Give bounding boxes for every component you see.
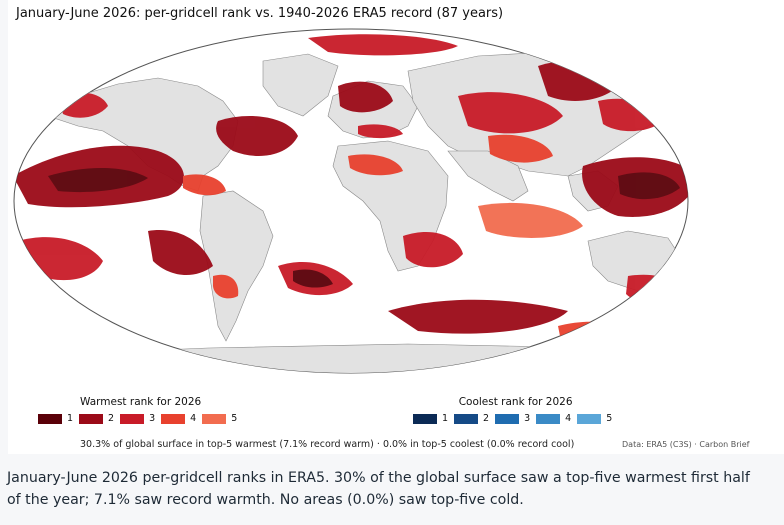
central-asia-warm-region: [458, 92, 563, 134]
warm-swatch-2: [79, 413, 104, 424]
indian-ocean-warm-region: [478, 202, 583, 238]
cool-legend-title: Coolest rank for 2026: [458, 396, 573, 408]
north-africa-warm-region: [348, 154, 403, 176]
cool-label-1: 1: [442, 413, 449, 424]
warm-swatch-5: [202, 413, 227, 424]
figure-panel: January-June 2026: per-gridcell rank vs.…: [8, 0, 784, 454]
warm-label-4: 4: [190, 413, 197, 424]
cool-swatch-5: [577, 413, 602, 424]
warm-label-5: 5: [231, 413, 238, 424]
warm-label-1: 1: [67, 413, 74, 424]
warm-rank-layer: [14, 34, 688, 341]
warm-swatch-4: [161, 413, 186, 424]
southern-ocean-east-warm-region: [558, 321, 628, 341]
cool-legend-item: 3: [495, 413, 530, 424]
east-asia-warm-region: [598, 98, 663, 132]
west-pacific-record-region: [618, 172, 680, 200]
north-pacific-record-region: [48, 167, 148, 193]
south-asia-warm-region: [488, 134, 553, 163]
data-credit: Data: ERA5 (C3S) · Carbon Brief: [622, 440, 750, 449]
cool-swatch-1: [413, 413, 437, 424]
cool-legend-item: 4: [536, 413, 571, 424]
gulf-warm-region: [183, 174, 226, 196]
cool-label-3: 3: [524, 413, 531, 424]
cool-swatch-2: [454, 413, 479, 424]
figure-caption: January-June 2026 per-gridcell ranks in …: [7, 470, 750, 508]
warm-legend-item: 2: [79, 413, 114, 424]
warm-legend-item: 5: [202, 413, 237, 424]
cool-legend: Coolest rank for 2026 1 2 3 4 5: [413, 396, 618, 424]
warm-legend-item: 3: [120, 413, 155, 424]
world-map: [13, 28, 689, 374]
europe-warm-region: [338, 81, 393, 113]
cool-legend-item: 1: [413, 413, 448, 424]
cool-label-4: 4: [565, 413, 572, 424]
southeast-pacific-warm-region: [148, 230, 213, 276]
cool-legend-item: 2: [454, 413, 489, 424]
north-atlantic-warm-region: [216, 116, 298, 156]
warm-legend-item: 1: [38, 413, 73, 424]
map-title: January-June 2026: per-gridcell rank vs.…: [16, 6, 504, 21]
warm-swatch-3: [120, 413, 145, 424]
warm-label-3: 3: [149, 413, 156, 424]
warm-swatch-1: [38, 413, 62, 424]
cool-legend-item: 5: [577, 413, 612, 424]
warm-label-2: 2: [108, 413, 115, 424]
cool-swatch-4: [536, 413, 561, 424]
greenland-land: [262, 53, 339, 117]
cool-label-2: 2: [483, 413, 490, 424]
south-atlantic-record-region: [293, 269, 333, 288]
cool-label-5: 5: [606, 413, 613, 424]
southern-ocean-warm-region: [388, 299, 568, 334]
south-america-warm-region: [213, 274, 239, 299]
antarctica-land: [14, 343, 688, 373]
south-indian-warm-region: [403, 232, 463, 268]
cool-swatch-3: [495, 413, 520, 424]
warm-legend-title: Warmest rank for 2026: [80, 396, 202, 408]
warm-legend-item: 4: [161, 413, 196, 424]
summary-statistics: 30.3% of global surface in top-5 warmest…: [80, 439, 575, 450]
warm-legend: Warmest rank for 2026 1 2 3 4 5: [38, 396, 243, 424]
mediterranean-warm-region: [358, 124, 403, 139]
tasman-warm-region: [626, 274, 688, 305]
arctic-warm-region: [308, 34, 458, 56]
